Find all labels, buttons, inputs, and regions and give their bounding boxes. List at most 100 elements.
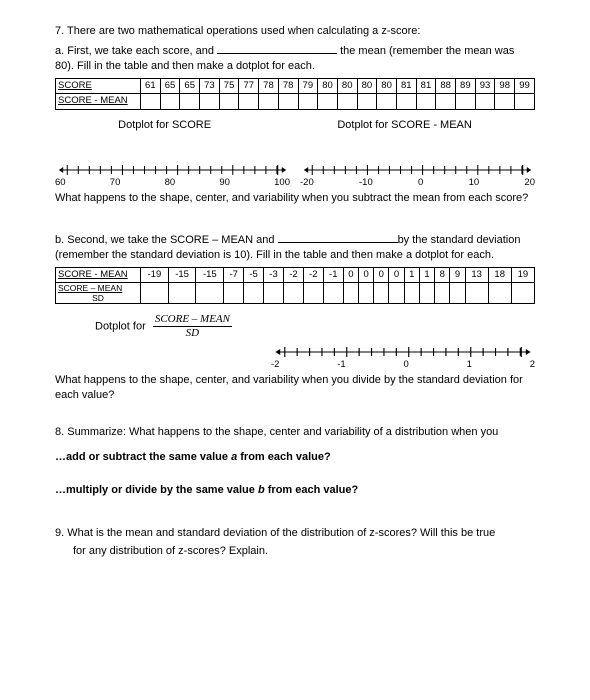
cell[interactable]: [377, 94, 397, 110]
dotplot-titles: Dotplot for SCORE Dotplot for SCORE - ME…: [55, 118, 535, 133]
tick-label: 80: [165, 177, 176, 190]
q7-intro: 7. There are two mathematical operations…: [55, 24, 535, 39]
cell[interactable]: [404, 283, 419, 304]
cell: 0: [358, 267, 373, 283]
cell: 18: [488, 267, 511, 283]
tick-label: 70: [110, 177, 121, 190]
cell[interactable]: [358, 283, 373, 304]
cell[interactable]: [495, 94, 515, 110]
sm-sd-label: SCORE – MEAN SD: [56, 283, 141, 304]
table-row: SCORE 61 65 65 73 75 77 78 78 79 80 80 8…: [56, 78, 535, 94]
cell[interactable]: [239, 94, 259, 110]
cell[interactable]: [488, 283, 511, 304]
cell[interactable]: [298, 94, 318, 110]
cell: 80: [357, 78, 377, 94]
cell[interactable]: [374, 283, 389, 304]
cell: 89: [456, 78, 476, 94]
dotplot-title-right: Dotplot for SCORE - MEAN: [337, 118, 471, 133]
cell[interactable]: [475, 94, 495, 110]
cell: 81: [396, 78, 416, 94]
tick-label: -1: [337, 359, 345, 372]
cell[interactable]: [337, 94, 357, 110]
tick-label: -10: [359, 177, 373, 190]
tick-label: -2: [271, 359, 279, 372]
cell[interactable]: [357, 94, 377, 110]
cell: -5: [244, 267, 264, 283]
q8-sub1-post: from each value?: [237, 451, 331, 463]
cell[interactable]: [196, 283, 224, 304]
cell[interactable]: [141, 283, 169, 304]
cell: 1: [419, 267, 434, 283]
q7b-question: What happens to the shape, center, and v…: [55, 373, 535, 403]
cell: 65: [160, 78, 180, 94]
axis-labels: -20 -10 0 10 20: [300, 177, 535, 190]
cell: 81: [416, 78, 436, 94]
q8-sub2-var: b: [258, 484, 265, 496]
cell[interactable]: [456, 94, 476, 110]
tick-label: 0: [404, 359, 409, 372]
cell: -3: [264, 267, 284, 283]
cell: 19: [511, 267, 534, 283]
frac-den: SD: [153, 327, 232, 339]
tick-label: 100: [274, 177, 290, 190]
cell[interactable]: [303, 283, 323, 304]
cell[interactable]: [465, 283, 488, 304]
q9-line2: for any distribution of z-scores? Explai…: [73, 544, 535, 559]
cell[interactable]: [343, 283, 358, 304]
q7b-blank[interactable]: [278, 232, 398, 243]
cell: -15: [168, 267, 196, 283]
cell[interactable]: [219, 94, 239, 110]
cell[interactable]: [278, 94, 298, 110]
tick-label: 0: [418, 177, 423, 190]
sm-sd-top: SCORE – MEAN: [58, 283, 122, 293]
sm-sd-bot: SD: [58, 294, 138, 303]
cell[interactable]: [200, 94, 220, 110]
cell[interactable]: [389, 283, 404, 304]
axis-z: -2 -1 0 1 2: [271, 345, 535, 369]
cell: -15: [196, 267, 224, 283]
cell[interactable]: [224, 283, 244, 304]
cell: 13: [465, 267, 488, 283]
cell: 79: [298, 78, 318, 94]
cell[interactable]: [141, 94, 161, 110]
cell: 0: [343, 267, 358, 283]
cell[interactable]: [435, 283, 450, 304]
cell: -7: [224, 267, 244, 283]
cell: 99: [515, 78, 535, 94]
tick-label: 60: [55, 177, 66, 190]
cell[interactable]: [450, 283, 465, 304]
cell[interactable]: [264, 283, 284, 304]
tick-label: 2: [530, 359, 535, 372]
q8-intro: 8. Summarize: What happens to the shape,…: [55, 425, 535, 440]
cell: 8: [435, 267, 450, 283]
dotplot3-label: Dotplot for: [95, 321, 146, 333]
cell: 0: [389, 267, 404, 283]
cell[interactable]: [416, 94, 436, 110]
cell[interactable]: [396, 94, 416, 110]
table-score-mean: SCORE - MEAN -19 -15 -15 -7 -5 -3 -2 -2 …: [55, 267, 535, 305]
cell[interactable]: [180, 94, 200, 110]
axis-labels: 60 70 80 90 100: [55, 177, 290, 190]
cell: -1: [323, 267, 343, 283]
cell[interactable]: [160, 94, 180, 110]
cell[interactable]: [259, 94, 279, 110]
frac-num: SCORE – MEAN: [153, 314, 232, 327]
cell[interactable]: [515, 94, 535, 110]
q8-sub2: …multiply or divide by the same value b …: [55, 483, 535, 498]
cell[interactable]: [436, 94, 456, 110]
cell[interactable]: [323, 283, 343, 304]
q8-sub1: …add or subtract the same value a from e…: [55, 450, 535, 465]
cell: 75: [219, 78, 239, 94]
score-label: SCORE: [56, 78, 141, 94]
cell: 77: [239, 78, 259, 94]
cell[interactable]: [244, 283, 264, 304]
cell[interactable]: [168, 283, 196, 304]
tick-label: 10: [469, 177, 480, 190]
cell[interactable]: [511, 283, 534, 304]
q7a-blank[interactable]: [217, 43, 337, 54]
cell[interactable]: [283, 283, 303, 304]
axis-labels: -2 -1 0 1 2: [271, 359, 535, 372]
cell[interactable]: [419, 283, 434, 304]
cell: 93: [475, 78, 495, 94]
cell[interactable]: [318, 94, 338, 110]
